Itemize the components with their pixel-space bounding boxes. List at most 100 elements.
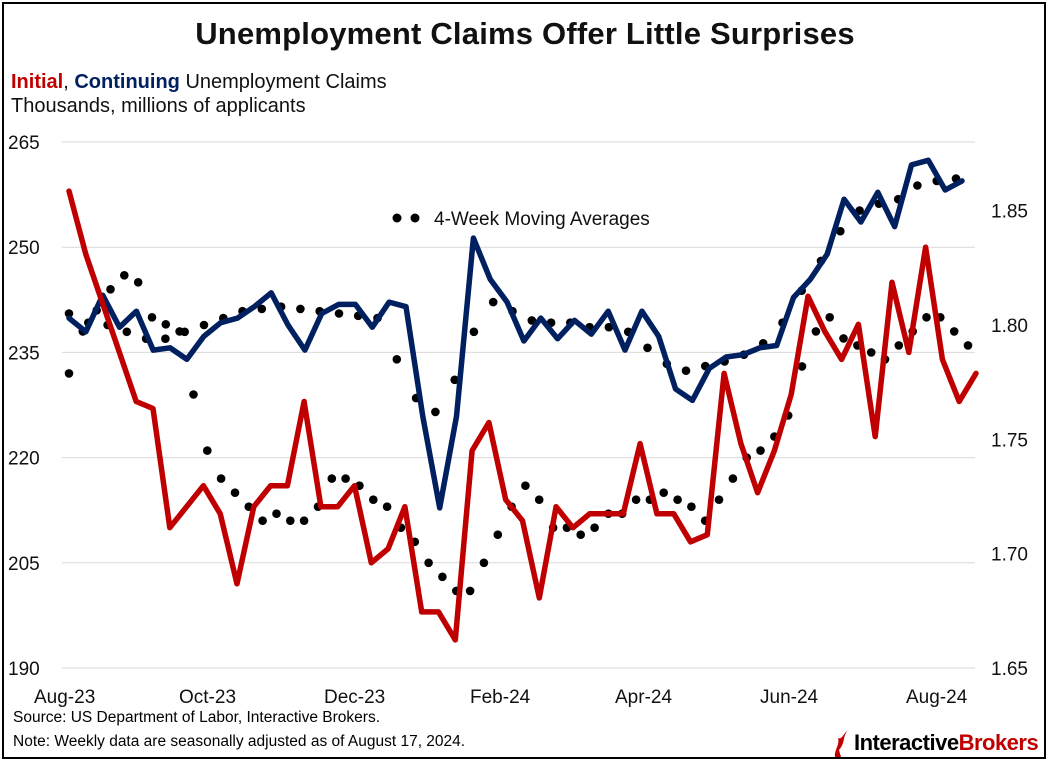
- left-tick-label: 235: [8, 343, 40, 364]
- x-tick-label: Oct-23: [179, 687, 236, 708]
- moving-average-point: [949, 327, 959, 336]
- moving-average-point: [147, 313, 157, 322]
- moving-average-point: [590, 523, 599, 532]
- x-tick-label: Apr-24: [615, 687, 672, 708]
- left-tick-label: 265: [8, 133, 40, 154]
- moving-average-point: [479, 558, 489, 568]
- moving-average-point: [180, 327, 189, 337]
- moving-average-point: [438, 572, 447, 582]
- moving-average-point: [687, 502, 696, 512]
- moving-average-point: [392, 355, 402, 364]
- moving-average-point: [216, 474, 226, 483]
- moving-average-point: [382, 502, 392, 512]
- moving-average-point: [334, 309, 344, 318]
- moving-average-point: [161, 320, 171, 329]
- left-axis-ticks: 265 250 235 220 205 190: [8, 133, 40, 680]
- x-axis-ticks: Aug-23 Oct-23 Dec-23 Feb-24 Apr-24 Jun-24 Aug-…: [34, 687, 968, 708]
- moving-average-point: [161, 334, 170, 344]
- source-note: Source: US Department of Labor, Interact…: [13, 709, 381, 726]
- right-tick-label: 1.70: [991, 545, 1028, 566]
- x-tick-label: Feb-24: [470, 687, 531, 708]
- moving-average-point: [189, 390, 198, 399]
- moving-average-point: [493, 530, 503, 539]
- logo-text-interactive: Interactive: [854, 730, 959, 755]
- right-tick-label: 1.65: [991, 659, 1028, 680]
- subtitle-separator: ,: [63, 71, 75, 93]
- interactive-brokers-logo: InteractiveBrokers: [832, 728, 1039, 758]
- moving-average-point: [631, 495, 641, 505]
- moving-average-point: [296, 304, 305, 314]
- moving-average-point: [64, 309, 74, 318]
- left-tick-label: 205: [8, 554, 40, 575]
- moving-average-point: [488, 297, 498, 307]
- left-tick-label: 220: [8, 449, 40, 470]
- subtitle-rest: Unemployment Claims: [179, 71, 387, 93]
- moving-average-point: [230, 488, 240, 498]
- x-tick-label: Jun-24: [760, 687, 819, 708]
- moving-average-point: [894, 341, 904, 350]
- moving-average-point: [450, 375, 460, 385]
- moving-average-point: [258, 516, 267, 525]
- moving-average-point: [866, 348, 876, 357]
- legend-dot: [392, 213, 402, 223]
- chart-subtitle: Initial, Continuing Unemployment Claims: [11, 69, 387, 95]
- moving-average-point: [341, 474, 350, 483]
- moving-average-point: [922, 313, 931, 322]
- moving-average-point: [534, 495, 544, 505]
- gridlines: [62, 141, 975, 669]
- right-tick-label: 1.75: [991, 430, 1028, 451]
- moving-average-point: [756, 446, 765, 455]
- x-tick-label: Dec-23: [324, 687, 385, 708]
- initial-series-label: Initial: [11, 71, 64, 93]
- series-layer: [64, 157, 979, 643]
- moving-average-point: [106, 285, 115, 294]
- moving-average-point: [913, 181, 922, 190]
- moving-average-point: [369, 495, 378, 505]
- brokers-flame-icon: [834, 730, 848, 757]
- moving-average-point: [836, 226, 845, 236]
- legend: 4-Week Moving Averages: [392, 209, 650, 230]
- moving-average-point: [728, 474, 738, 483]
- left-tick-label: 250: [8, 238, 40, 259]
- moving-average-point: [257, 304, 267, 314]
- logo-text-brokers: Brokers: [958, 730, 1039, 755]
- moving-average-point: [811, 327, 821, 336]
- units-label: Thousands, millions of applicants: [11, 95, 306, 117]
- x-tick-label: Aug-23: [34, 687, 95, 708]
- moving-average-point: [133, 278, 143, 287]
- moving-average-point: [659, 488, 668, 498]
- moving-average-point: [963, 341, 973, 350]
- footnote: Note: Weekly data are seasonally adjuste…: [13, 733, 466, 750]
- initial-claims-line: [66, 188, 979, 643]
- moving-average-point: [327, 474, 337, 483]
- moving-average-point: [465, 586, 475, 596]
- moving-average-point: [797, 362, 807, 371]
- legend-dot: [410, 213, 420, 223]
- right-tick-label: 1.80: [991, 316, 1028, 337]
- moving-average-point: [424, 558, 433, 568]
- moving-average-point: [714, 495, 724, 505]
- x-tick-label: Aug-24: [906, 687, 968, 708]
- continuing-claims-line: [66, 157, 965, 511]
- moving-average-point: [286, 516, 295, 525]
- moving-average-point: [839, 334, 848, 343]
- moving-average-point: [299, 516, 309, 525]
- moving-average-point: [527, 316, 537, 325]
- moving-average-point: [576, 530, 585, 539]
- moving-average-point: [521, 481, 530, 491]
- moving-average-point: [122, 327, 132, 337]
- left-tick-label: 190: [8, 659, 40, 680]
- initial-moving-average-dots: [64, 271, 973, 596]
- continuing-series-label: Continuing: [74, 71, 180, 93]
- moving-average-point: [681, 366, 691, 376]
- moving-average-point: [120, 271, 129, 280]
- moving-average-point: [825, 313, 834, 322]
- moving-average-point: [604, 322, 614, 332]
- moving-average-point: [203, 446, 212, 455]
- chart-title: Unemployment Claims Offer Little Surpris…: [195, 16, 855, 51]
- moving-average-point: [643, 343, 652, 353]
- moving-average-point: [673, 495, 682, 505]
- right-axis-ticks: 1.85 1.80 1.75 1.70 1.65: [991, 202, 1028, 680]
- moving-average-point: [469, 327, 479, 337]
